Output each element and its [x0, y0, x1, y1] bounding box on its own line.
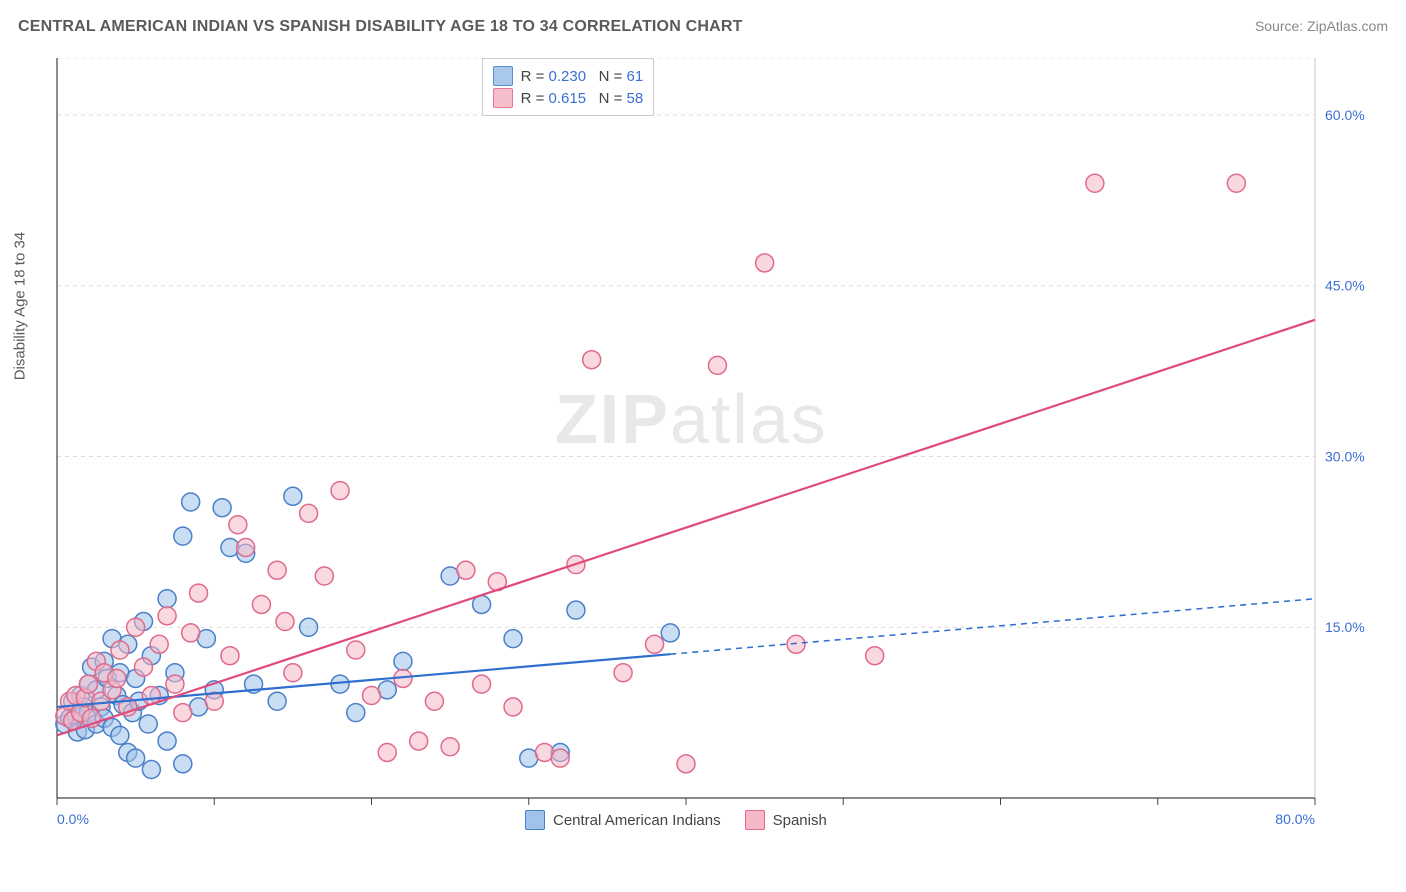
- swatch-bottom-pink: [745, 810, 765, 830]
- svg-text:30.0%: 30.0%: [1325, 448, 1365, 464]
- scatter-plot: 15.0% 30.0% 45.0% 60.0% 0.0% 80.0% ZIPatlas: [55, 58, 1385, 888]
- legend-row-pink: R = 0.615 N = 58: [493, 88, 644, 108]
- legend-bottom: Central American Indians Spanish: [525, 810, 827, 830]
- y-axis-label: Disability Age 18 to 34: [12, 232, 29, 380]
- legend-label-pink: Spanish: [773, 812, 827, 829]
- svg-text:45.0%: 45.0%: [1325, 278, 1365, 294]
- source-attribution: Source: ZipAtlas.com: [1255, 18, 1388, 34]
- swatch-bottom-blue: [525, 810, 545, 830]
- legend-row-blue: R = 0.230 N = 61: [493, 66, 644, 86]
- chart-title: CENTRAL AMERICAN INDIAN VS SPANISH DISAB…: [18, 18, 743, 36]
- legend-stats-pink: R = 0.615 N = 58: [521, 90, 644, 107]
- source-link[interactable]: ZipAtlas.com: [1307, 18, 1388, 34]
- svg-text:60.0%: 60.0%: [1325, 107, 1365, 123]
- svg-text:80.0%: 80.0%: [1275, 811, 1315, 827]
- source-prefix: Source:: [1255, 18, 1307, 34]
- legend-item-pink: Spanish: [745, 810, 827, 830]
- legend-label-blue: Central American Indians: [553, 812, 721, 829]
- svg-text:15.0%: 15.0%: [1325, 619, 1365, 635]
- svg-text:0.0%: 0.0%: [57, 811, 89, 827]
- chart-container: CENTRAL AMERICAN INDIAN VS SPANISH DISAB…: [0, 0, 1406, 892]
- swatch-blue: [493, 66, 513, 86]
- swatch-pink: [493, 88, 513, 108]
- legend-stats-blue: R = 0.230 N = 61: [521, 68, 644, 85]
- svg-text:ZIPatlas: ZIPatlas: [555, 380, 828, 458]
- legend-item-blue: Central American Indians: [525, 810, 721, 830]
- legend-top: R = 0.230 N = 61 R = 0.615 N = 58: [482, 58, 655, 116]
